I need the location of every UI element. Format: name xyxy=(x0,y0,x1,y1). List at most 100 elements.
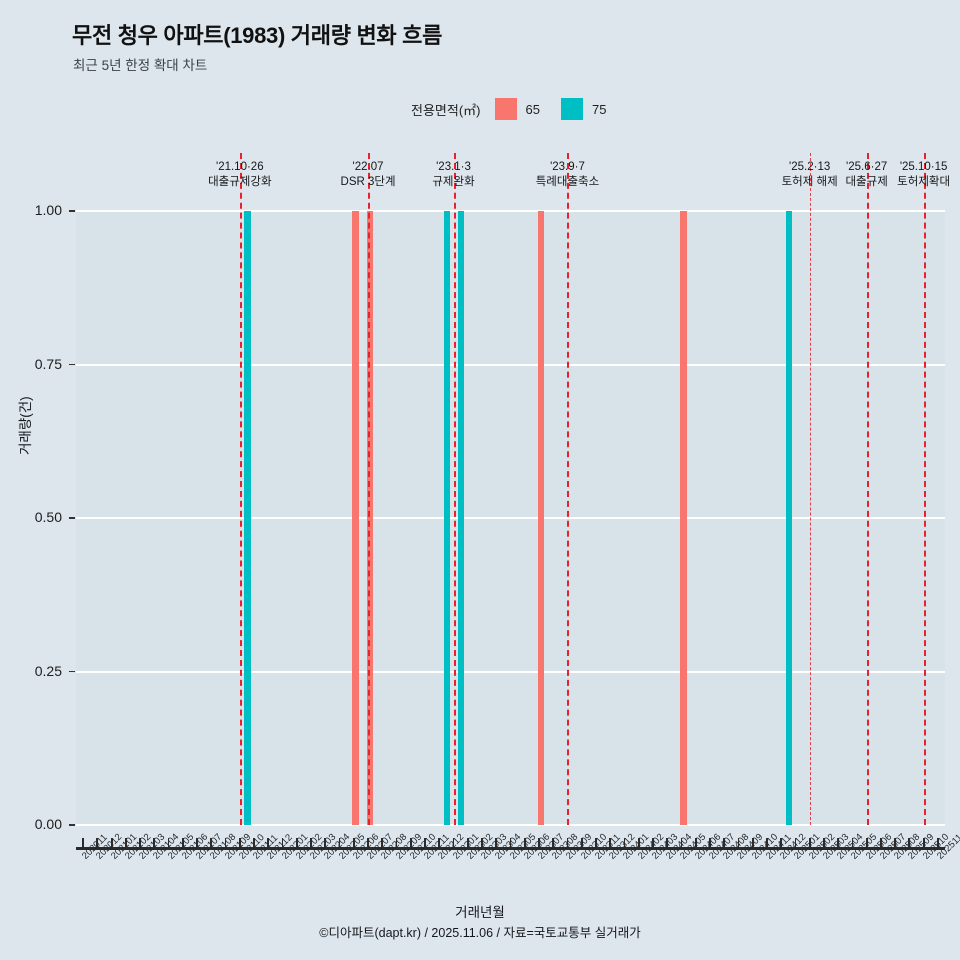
y-axis-title: 거래량(건) xyxy=(18,396,33,455)
y-tick-label: 1.00 xyxy=(34,202,62,218)
x-tick-mark xyxy=(666,838,669,848)
x-tick-mark xyxy=(851,838,854,848)
x-tick-mark xyxy=(652,838,654,848)
x-tick-mark xyxy=(495,838,498,848)
legend-label-75: 75 xyxy=(591,101,607,117)
x-tick-mark xyxy=(580,838,583,848)
x-tick-mark xyxy=(196,838,198,848)
annotation-date: '23.9·7 xyxy=(550,161,585,173)
x-tick-mark xyxy=(310,838,312,848)
x-tick-mark xyxy=(538,838,540,848)
annotation-label-202506: '25.6·27 대출규제 xyxy=(807,160,927,190)
y-tick-label: 0.00 xyxy=(34,816,62,832)
x-tick-mark xyxy=(395,838,398,848)
x-tick-mark xyxy=(281,838,284,848)
x-tick-mark xyxy=(466,838,469,848)
x-tick-mark xyxy=(922,838,925,848)
x-tick-mark xyxy=(566,838,569,848)
chart-subtitle: 최근 5년 한정 확대 차트 xyxy=(73,58,208,73)
x-tick-mark xyxy=(424,838,426,848)
bar-75-202207[interactable] xyxy=(443,211,451,825)
annotation-line-202506 xyxy=(866,153,869,825)
x-tick-mark xyxy=(509,838,512,848)
x-tick-mark xyxy=(481,838,483,848)
x-tick-mark xyxy=(894,838,897,848)
annotation-date: '25.2·13 xyxy=(789,161,831,173)
x-tick-mark xyxy=(338,838,341,848)
x-tick-mark xyxy=(865,838,868,848)
legend-swatch-65 xyxy=(494,98,517,120)
y-tick-label: 0.25 xyxy=(34,662,62,679)
annotation-date: '22.07 xyxy=(352,161,384,173)
bar-75-202105[interactable] xyxy=(244,211,251,825)
y-tick-label: 0.75 xyxy=(34,355,62,372)
gridline xyxy=(76,363,945,366)
annotation-label-202502: '25.2·13 토허제 해제 xyxy=(750,160,870,190)
x-tick-mark xyxy=(837,838,840,848)
x-tick-mark xyxy=(438,838,441,848)
bar-75-202208[interactable] xyxy=(457,211,465,825)
annotation-line-202207 xyxy=(368,153,371,825)
gridline xyxy=(76,210,945,212)
gridline xyxy=(76,517,945,519)
x-tick-mark xyxy=(96,838,99,848)
x-tick-mark xyxy=(324,838,327,848)
annotation-label-202510: '25.10·15 토허제확대 xyxy=(864,160,960,190)
x-tick-mark xyxy=(595,838,597,848)
x-tick-mark xyxy=(267,838,270,848)
y-tick-mark xyxy=(69,210,75,212)
annotation-event: 대출규제 xyxy=(845,176,888,188)
x-tick-mark xyxy=(823,838,825,848)
bar-65-202312[interactable] xyxy=(680,211,687,825)
x-tick-mark xyxy=(352,838,355,848)
annotation-line-202309 xyxy=(567,153,570,825)
x-tick-mark xyxy=(110,838,113,848)
x-tick-mark xyxy=(751,838,754,848)
annotation-event: 토허제확대 xyxy=(897,176,951,188)
x-tick-mark xyxy=(552,838,555,848)
x-tick-mark xyxy=(609,838,612,848)
x-tick-mark xyxy=(124,838,127,848)
annotation-event: 대출규제강화 xyxy=(208,176,272,188)
x-tick-mark xyxy=(523,838,526,848)
x-tick-mark xyxy=(637,838,640,848)
y-tick-mark xyxy=(69,824,75,826)
annotation-date: '21.10·26 xyxy=(216,161,264,173)
x-tick-mark xyxy=(452,838,455,848)
annotation-date: '23.1·3 xyxy=(436,161,471,173)
legend-swatch-75 xyxy=(560,98,583,120)
x-tick-mark xyxy=(224,838,227,848)
x-tick-mark xyxy=(253,838,255,848)
x-tick-mark xyxy=(238,838,241,848)
annotation-label-202207: '22.07 DSR 3단계 xyxy=(308,160,428,190)
x-tick-mark xyxy=(780,838,783,848)
x-tick-mark xyxy=(808,838,811,848)
x-tick-mark xyxy=(723,838,726,848)
annotation-event: DSR 3단계 xyxy=(340,176,396,188)
legend-label-65: 65 xyxy=(525,101,540,117)
x-tick-mark xyxy=(908,838,911,848)
legend-title: 전용면적(㎡) xyxy=(411,102,481,118)
annotation-label-202301: '23.1·3 규제완화 xyxy=(394,160,514,190)
bar-75-202407[interactable] xyxy=(785,211,793,825)
annotation-date: '25.10·15 xyxy=(899,161,948,173)
y-tick-mark xyxy=(69,517,75,519)
bar-65-202201[interactable] xyxy=(352,211,359,825)
annotation-event: 토허제 해제 xyxy=(781,176,838,188)
x-tick-mark xyxy=(367,838,369,848)
annotation-line-202110 xyxy=(239,153,242,825)
chart-footer: ©디아파트(dapt.kr) / 2025.11.06 / 자료=국토교통부 실… xyxy=(319,926,641,940)
bar-65-202302[interactable] xyxy=(537,211,545,825)
x-tick-mark xyxy=(794,838,797,848)
gridline xyxy=(76,824,945,826)
annotation-label-202309: '23.9·7 특례대출축소 xyxy=(507,160,627,190)
y-tick-mark xyxy=(69,670,75,673)
x-axis-title: 거래년월 xyxy=(455,905,505,920)
x-tick-mark xyxy=(167,838,170,848)
x-tick-mark xyxy=(409,838,412,848)
x-tick-mark xyxy=(153,838,156,848)
x-tick-mark xyxy=(623,838,626,848)
x-tick-mark xyxy=(709,838,711,848)
annotation-line-202510 xyxy=(923,153,926,825)
